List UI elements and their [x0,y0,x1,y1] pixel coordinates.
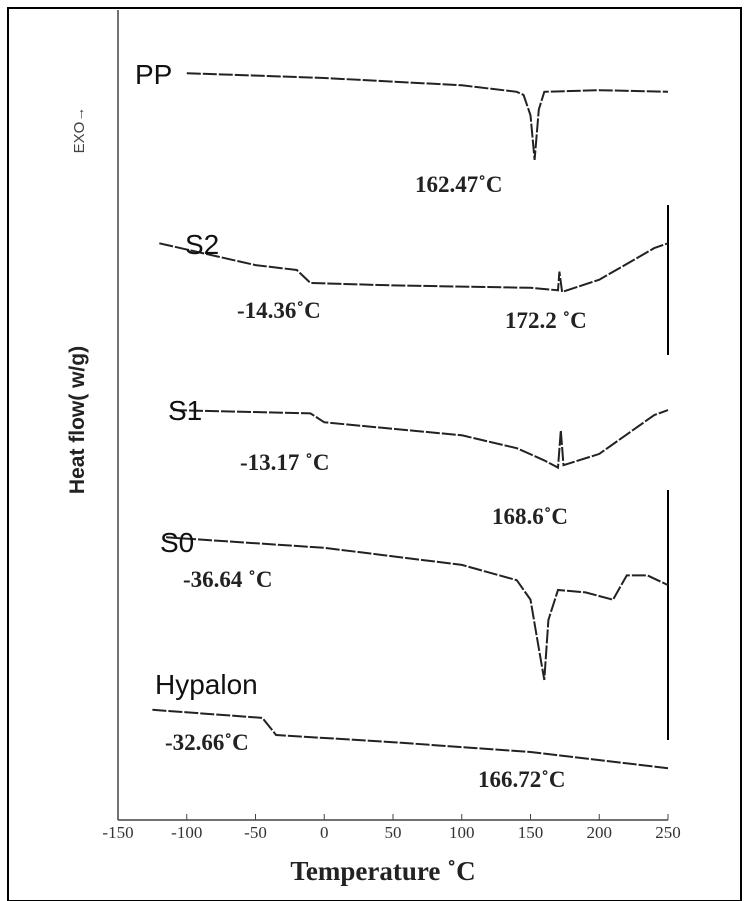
x-axis-label: Temperature ˚C [290,856,475,886]
series-label: S0 [160,527,194,558]
series-label: PP [135,59,172,90]
series-label: S2 [185,229,219,260]
curve [186,72,669,160]
x-tick-label: 200 [587,823,613,842]
annotation: 168.6˚C [492,504,568,529]
x-tick-label: -150 [102,823,133,842]
x-tick-label: 150 [518,823,544,842]
curve [152,708,669,770]
x-tick-label: -50 [244,823,267,842]
curve [166,536,669,681]
annotation: 162.47˚C [415,172,503,197]
series-label: Hypalon [155,669,258,700]
exo-note: EXO→ [71,107,88,154]
annotation: -36.64 ˚C [183,567,272,592]
annotation: 166.72˚C [478,767,566,792]
annotation: 172.2 ˚C [505,308,587,333]
curve [172,409,669,470]
x-tick-label: 100 [449,823,475,842]
x-tick-label: 250 [655,823,681,842]
annotation: -14.36˚C [237,298,321,323]
annotation: -13.17 ˚C [240,450,329,475]
y-axis-label: Heat flow( w/g) [66,346,89,494]
x-tick-label: 0 [320,823,329,842]
frame [7,7,742,901]
curve [159,242,669,294]
annotation: -32.66˚C [165,730,249,755]
series-label: S1 [168,395,202,426]
x-tick-label: 50 [385,823,402,842]
x-tick-label: -100 [171,823,202,842]
